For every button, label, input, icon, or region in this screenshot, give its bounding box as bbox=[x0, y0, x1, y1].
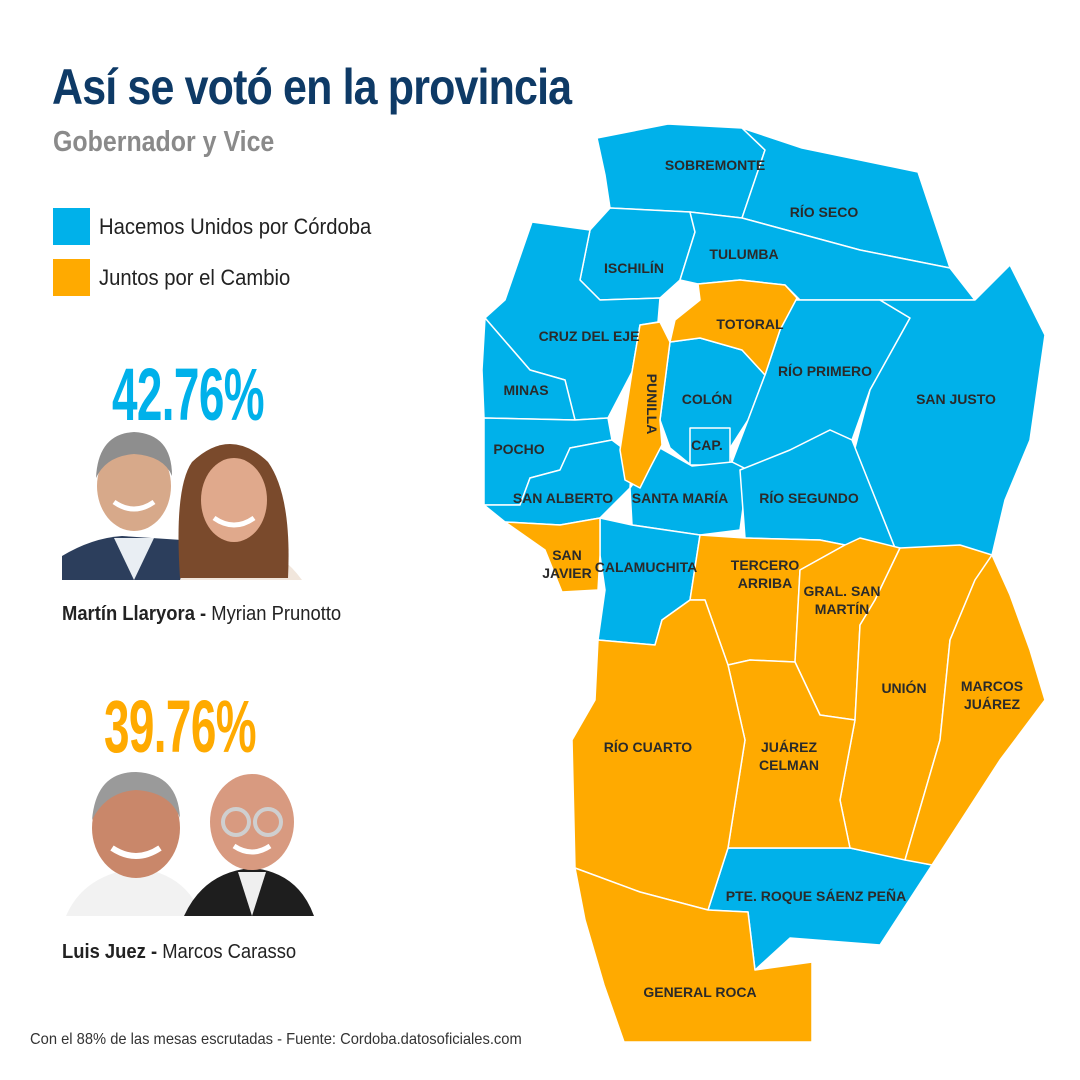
department-san-javier bbox=[504, 517, 601, 593]
governor-name: Luis Juez bbox=[62, 941, 146, 963]
department-label: TULUMBA bbox=[709, 246, 778, 262]
department-label: SAN ALBERTO bbox=[513, 490, 613, 506]
department-label: ISCHILÍN bbox=[604, 260, 664, 276]
department-rio-cuarto bbox=[571, 599, 746, 911]
governor-name: Martín Llaryora bbox=[62, 603, 195, 625]
candidate-percentage-juntos: 39.76% bbox=[104, 685, 257, 768]
page-title: Así se votó en la provincia bbox=[52, 59, 572, 115]
legend-label: Hacemos Unidos por Córdoba bbox=[99, 213, 372, 239]
department-label: CAP. bbox=[691, 437, 723, 453]
candidates-photo-juntos bbox=[66, 768, 314, 916]
department-label: SOBREMONTE bbox=[665, 157, 765, 173]
department-label: PTE. ROQUE SÁENZ PEÑA bbox=[726, 887, 906, 904]
department-label: POCHO bbox=[493, 441, 544, 457]
department-label: JUÁREZ CELMAN bbox=[759, 739, 819, 773]
legend-label: Juntos por el Cambio bbox=[99, 264, 291, 290]
department-label: GENERAL ROCA bbox=[643, 984, 756, 1000]
name-separator: - bbox=[145, 941, 163, 963]
name-separator: - bbox=[194, 603, 212, 625]
department-label: RÍO SEGUNDO bbox=[759, 490, 859, 506]
legend-item-juntos: Juntos por el Cambio bbox=[53, 259, 307, 296]
vice-name: Marcos Carasso bbox=[162, 941, 297, 963]
department-punilla bbox=[619, 321, 671, 489]
page-subtitle: Gobernador y Vice bbox=[53, 126, 275, 158]
department-label: RÍO SECO bbox=[790, 204, 859, 220]
source-footer: Con el 88% de las mesas escrutadas - Fue… bbox=[30, 1031, 522, 1048]
department-label: UNIÓN bbox=[881, 679, 926, 696]
department-label: SAN JAVIER bbox=[542, 547, 592, 581]
department-label: CRUZ DEL EJE bbox=[539, 328, 640, 344]
department-general-roca bbox=[574, 867, 813, 1043]
department-label: COLÓN bbox=[682, 390, 733, 407]
vice-name: Myrian Prunotto bbox=[211, 603, 342, 625]
department-label: MINAS bbox=[503, 382, 548, 398]
department-label: CALAMUCHITA bbox=[595, 559, 697, 575]
department-label: SAN JUSTO bbox=[916, 391, 996, 407]
legend-item-hacemos: Hacemos Unidos por Córdoba bbox=[53, 208, 395, 245]
department-label: MARCOS JUÁREZ bbox=[961, 678, 1023, 712]
department-totoral bbox=[669, 279, 798, 376]
department-marcos-juarez bbox=[904, 554, 1046, 866]
legend-swatch-orange bbox=[53, 259, 90, 296]
department-label: PUNILLA bbox=[644, 374, 660, 435]
department-san-justo bbox=[854, 264, 1046, 556]
candidate-names-juntos: Luis Juez - Marcos Carasso bbox=[62, 941, 296, 964]
department-label: TERCERO ARRIBA bbox=[731, 557, 800, 591]
candidate-names-hacemos: Martín Llaryora - Myrian Prunotto bbox=[62, 603, 341, 626]
legend-swatch-blue bbox=[53, 208, 90, 245]
department-label: TOTORAL bbox=[716, 316, 784, 332]
department-ischilin bbox=[579, 207, 696, 301]
department-label: RÍO CUARTO bbox=[604, 739, 693, 755]
candidates-photo-hacemos bbox=[62, 428, 304, 580]
candidate-percentage-hacemos: 42.76% bbox=[112, 353, 265, 436]
department-label: RÍO PRIMERO bbox=[778, 363, 872, 379]
department-label: SANTA MARÍA bbox=[632, 490, 728, 506]
department-label: GRAL. SAN MARTÍN bbox=[804, 583, 881, 617]
